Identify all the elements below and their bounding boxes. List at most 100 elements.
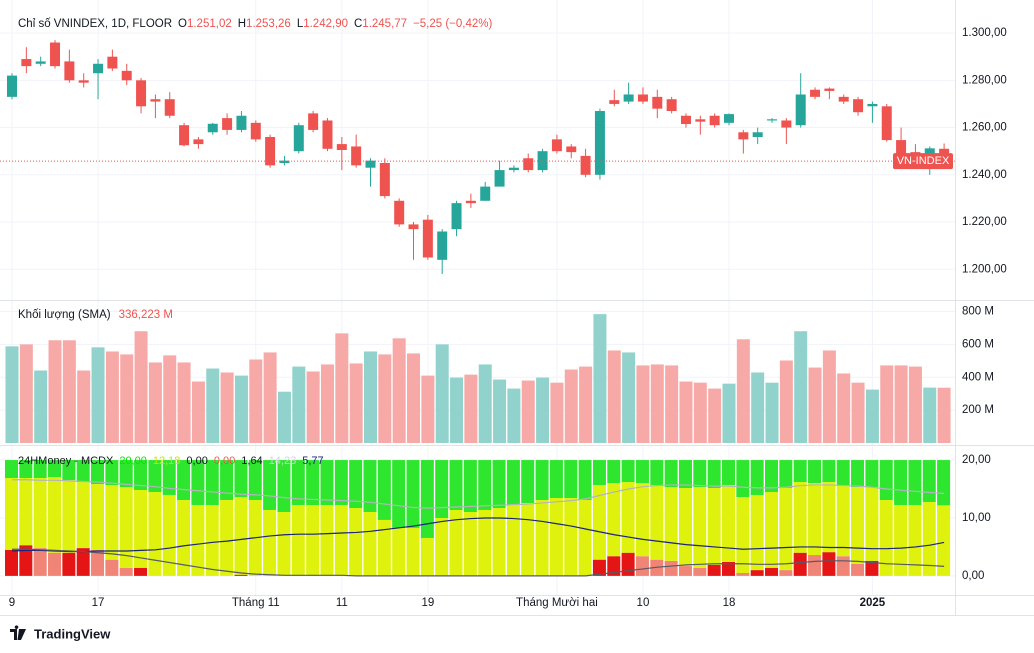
volume-bar bbox=[421, 375, 435, 443]
volume-bar bbox=[593, 314, 607, 443]
candle-body bbox=[551, 139, 562, 152]
mcdx-bar bbox=[836, 460, 850, 486]
volume-bar bbox=[364, 351, 377, 443]
mcdx-bar bbox=[851, 460, 865, 488]
mcdx-bar bbox=[879, 460, 893, 501]
mcdx-bar bbox=[334, 505, 348, 576]
mcdx-bar bbox=[33, 548, 47, 576]
volume-bar bbox=[708, 388, 722, 443]
legend-value: 0,00 bbox=[214, 455, 235, 467]
candle-body bbox=[795, 94, 806, 126]
mcdx-bar bbox=[779, 488, 793, 571]
mcdx-bar bbox=[506, 460, 520, 505]
x-tick-label: 18 bbox=[723, 597, 736, 609]
mcdx-line bbox=[11, 517, 945, 553]
volume-bar bbox=[77, 370, 91, 443]
mcdx-bar bbox=[48, 552, 62, 576]
mcdx-bar bbox=[765, 567, 779, 576]
mcdx-bar bbox=[463, 460, 477, 513]
mcdx-bar bbox=[205, 460, 219, 505]
candle-body bbox=[523, 158, 534, 171]
volume-bar bbox=[163, 355, 177, 443]
mcdx-bar bbox=[492, 460, 506, 509]
mcdx-bar bbox=[779, 460, 793, 489]
candle-body bbox=[265, 137, 276, 166]
mcdx-bar bbox=[693, 460, 707, 488]
candle-body bbox=[853, 99, 864, 113]
mcdx-bar bbox=[392, 527, 406, 576]
candle-body bbox=[824, 88, 835, 91]
candle-body bbox=[64, 61, 75, 81]
volume-bar bbox=[91, 347, 105, 443]
mcdx-bar bbox=[678, 566, 692, 576]
volume-bar bbox=[392, 338, 406, 443]
mcdx-bar bbox=[191, 460, 205, 505]
header-item: O bbox=[178, 18, 187, 30]
x-tick-label: 19 bbox=[421, 597, 434, 609]
mcdx-bar bbox=[894, 460, 908, 505]
mcdx-bar bbox=[693, 567, 707, 576]
last-price-tag-text: VN-INDEX bbox=[897, 155, 950, 167]
volume-bar bbox=[865, 389, 879, 443]
mcdx-bar bbox=[808, 555, 822, 576]
volume-bar bbox=[665, 365, 679, 443]
volume-bar bbox=[894, 365, 908, 443]
mcdx-bar bbox=[420, 537, 434, 576]
volume-bar bbox=[923, 387, 937, 443]
mcdx-bar bbox=[105, 559, 119, 576]
volume-bar bbox=[206, 368, 220, 443]
mcdx-bar bbox=[263, 460, 277, 510]
mcdx-bar bbox=[134, 567, 148, 576]
mcdx-bar bbox=[678, 488, 692, 567]
volume-bar bbox=[349, 363, 363, 443]
candle-body bbox=[236, 115, 247, 130]
mcdx-bar bbox=[549, 497, 563, 576]
candle-body bbox=[752, 132, 763, 138]
mcdx-bar bbox=[205, 505, 219, 576]
mcdx-bar bbox=[535, 460, 549, 501]
candle-body bbox=[609, 100, 620, 104]
candle-body bbox=[308, 113, 319, 130]
y-tick-label: 1.260,00 bbox=[962, 122, 1007, 134]
candle-body bbox=[322, 120, 333, 149]
mcdx-bar bbox=[578, 500, 592, 576]
volume-bar bbox=[822, 350, 836, 443]
mcdx-bar bbox=[607, 556, 621, 576]
candle-body bbox=[35, 61, 46, 64]
volume-bar bbox=[779, 360, 793, 443]
mcdx-bar bbox=[664, 560, 678, 576]
y-tick-label: 200 M bbox=[962, 404, 994, 416]
candle-body bbox=[810, 89, 821, 97]
candle-body bbox=[193, 139, 204, 145]
labels: 9 17 Tháng 11 11 19 Tháng Mười hai 10 18 2025 1.2… bbox=[9, 18, 1007, 609]
legend-value: 12,18 bbox=[153, 455, 181, 467]
mcdx-bar bbox=[19, 545, 33, 576]
y-tick-label: 800 M bbox=[962, 306, 994, 318]
mcdx-line bbox=[12, 548, 945, 577]
mcdx-bar bbox=[564, 497, 578, 576]
mcdx-bar bbox=[76, 548, 90, 576]
mcdx-bar bbox=[76, 460, 90, 483]
mcdx-bar bbox=[836, 556, 850, 576]
mcdx-bar bbox=[506, 505, 520, 576]
mcdx-bar bbox=[320, 460, 334, 505]
mcdx-bar bbox=[62, 460, 76, 481]
mcdx-bar bbox=[750, 494, 764, 571]
mcdx-bar bbox=[750, 460, 764, 495]
mcdx-bar bbox=[392, 460, 406, 528]
mcdx-bar bbox=[607, 483, 621, 557]
volume-bar bbox=[435, 344, 449, 443]
pane-title: Khối lượng (SMA) 336,223 M bbox=[18, 309, 173, 321]
mcdx-bar bbox=[851, 487, 865, 564]
volume-bar bbox=[464, 374, 478, 443]
volume-bar bbox=[407, 353, 421, 443]
mcdx-bar bbox=[105, 485, 119, 560]
mcdx-bar bbox=[937, 460, 951, 506]
volume-bar bbox=[5, 346, 19, 443]
mcdx-bar bbox=[62, 552, 76, 576]
mcdx-bar bbox=[377, 519, 391, 576]
candle-body bbox=[623, 94, 634, 102]
volume-bar bbox=[521, 380, 535, 443]
mcdx-bar bbox=[334, 460, 348, 505]
